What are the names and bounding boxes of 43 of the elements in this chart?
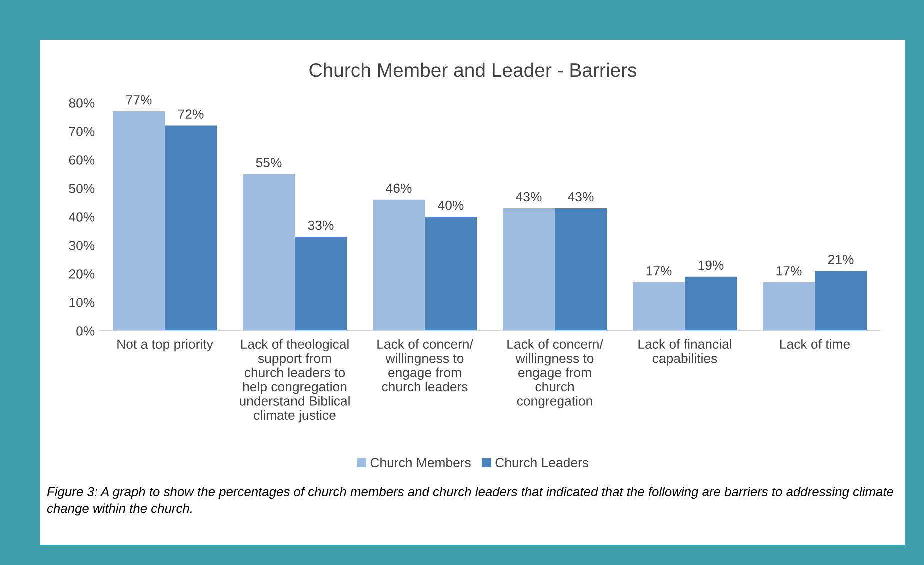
legend-label: Church Members: [370, 458, 471, 468]
chart-title: Church Member and Leader - Barriers: [310, 62, 637, 78]
x-tick-label: Lack of theological support from church leaders to help congregation understand Biblical climate justice: [240, 339, 350, 423]
y-tick-label: 0%: [76, 326, 95, 336]
data-label: 21%: [828, 255, 854, 264]
caption: Figure 3: A graph to show the percentages of church members and church leaders that indicated that the following are barriers to addressing climate change within the church.: [47, 487, 894, 516]
data-label: 40%: [438, 200, 464, 210]
y-tick-label: 10%: [70, 298, 95, 308]
data-label: 46%: [386, 184, 412, 194]
x-tick-label: Not a top priority: [118, 339, 214, 352]
data-label: 72%: [178, 110, 204, 119]
bar: [243, 174, 295, 331]
data-label: 43%: [568, 192, 594, 202]
data-label: 19%: [698, 260, 724, 270]
data-label: 17%: [776, 266, 802, 276]
bar: [555, 208, 607, 331]
y-tick-label: 20%: [69, 270, 95, 279]
x-tick-label: Lack of financial capabilities: [638, 339, 732, 366]
bar: [685, 276, 737, 331]
bar: [165, 126, 217, 331]
data-label: 33%: [308, 220, 334, 230]
bar: [373, 200, 425, 331]
x-tick-label: Lack of concern/ willingness to engage from church congregation: [508, 339, 604, 408]
y-tick-label: 80%: [69, 98, 95, 108]
bar: [633, 282, 685, 331]
data-label: 17%: [646, 266, 672, 276]
y-tick-label: 70%: [69, 127, 95, 136]
bar: [763, 282, 815, 331]
x-tick-label: Lack of time: [780, 339, 850, 350]
bar: [113, 112, 165, 331]
y-tick-label: 60%: [69, 156, 95, 165]
y-tick-label: 40%: [69, 212, 95, 222]
legend-label: Church Leaders: [496, 458, 589, 468]
data-label: 43%: [516, 192, 542, 202]
x-tick-label: Lack of concern/ willingness to engage from church leaders: [378, 339, 474, 392]
y-tick-label: 50%: [69, 184, 95, 194]
bar: [425, 217, 477, 331]
data-label: 55%: [256, 158, 282, 168]
bar: [295, 236, 347, 331]
y-tick-label: 30%: [69, 241, 95, 250]
bar: [503, 208, 555, 331]
data-label: 77%: [126, 95, 152, 105]
bar: [815, 271, 867, 331]
